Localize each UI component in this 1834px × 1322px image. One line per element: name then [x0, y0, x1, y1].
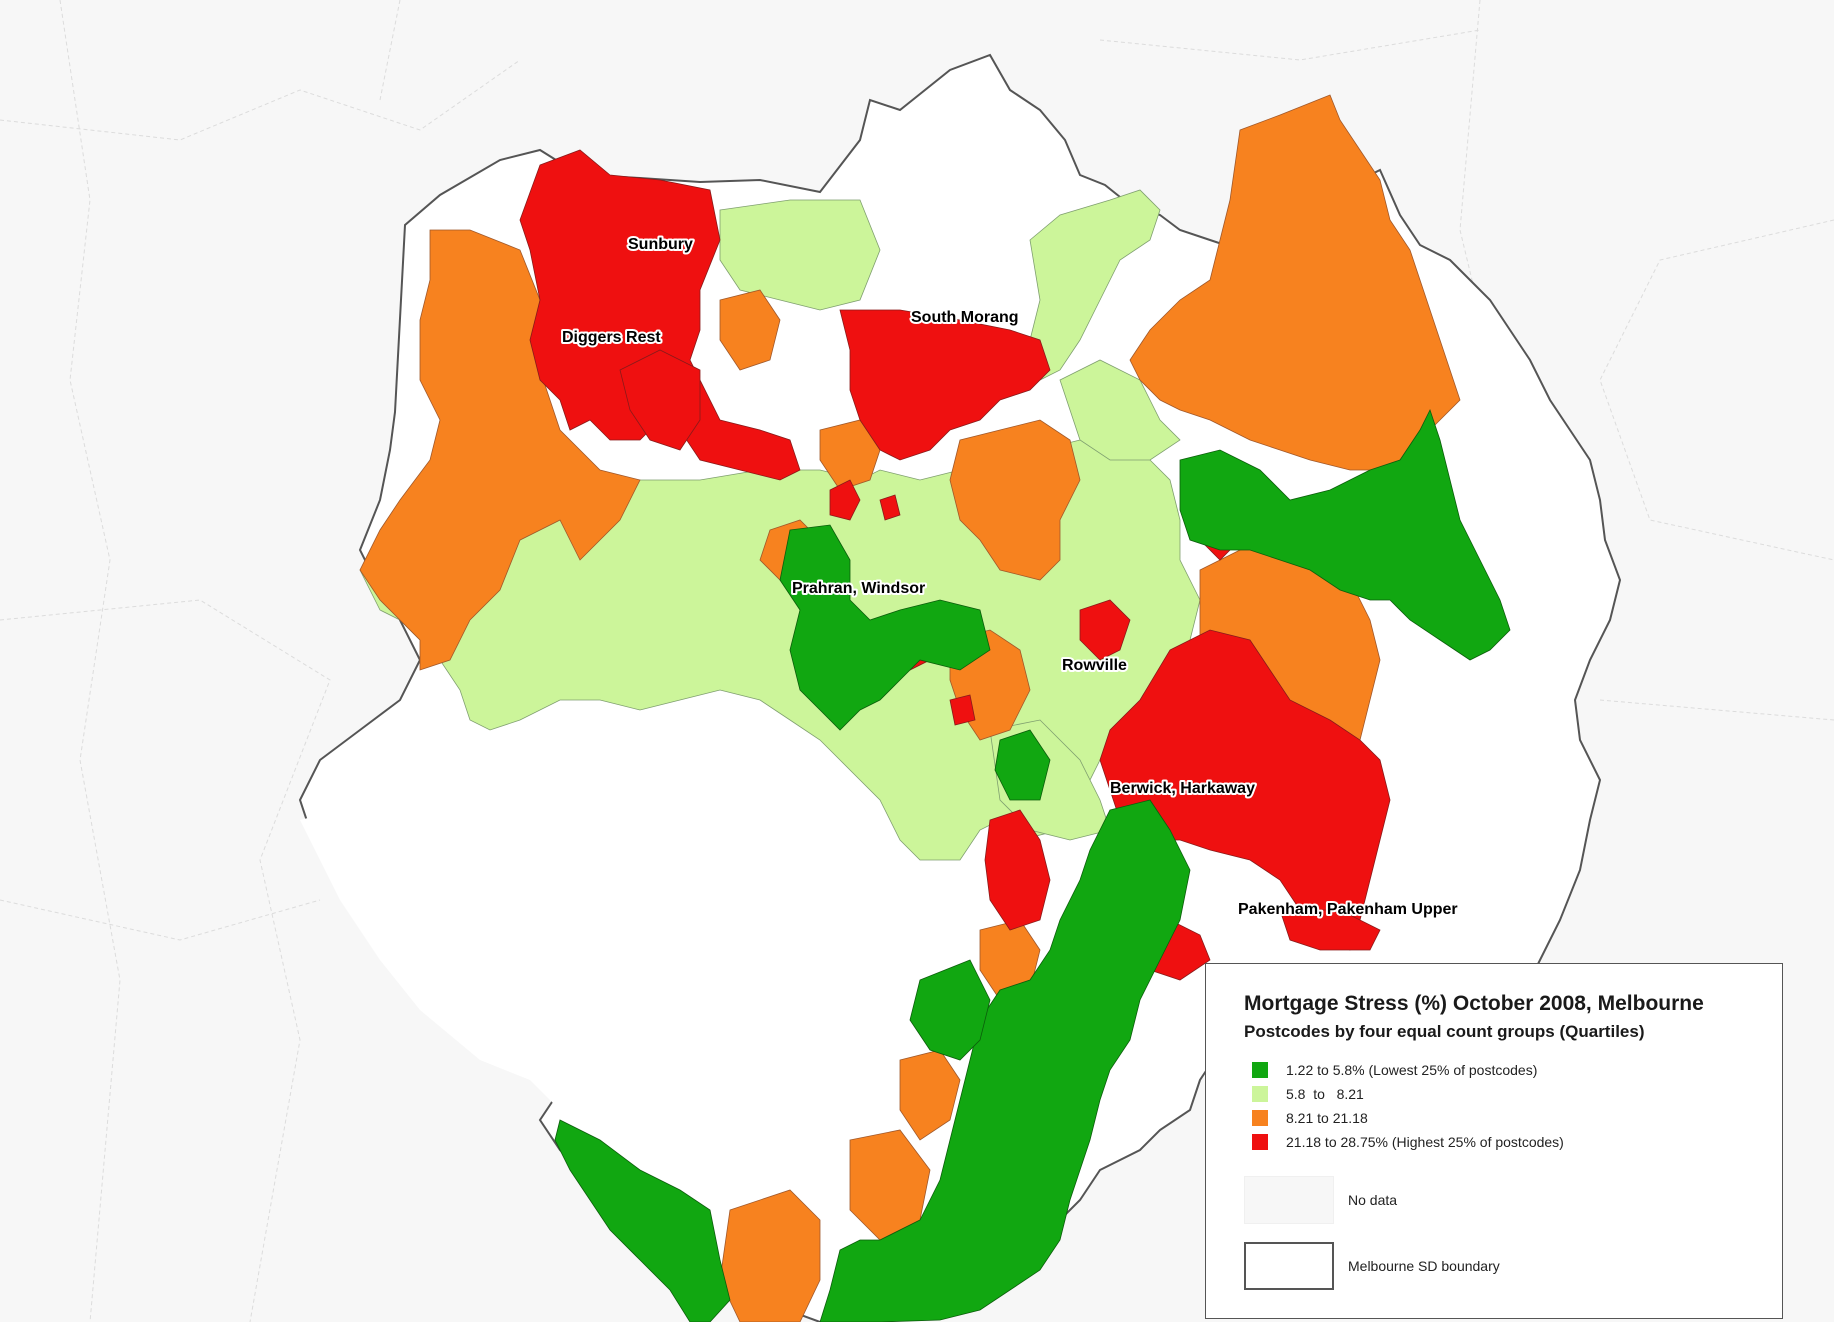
legend-title: Mortgage Stress (%) October 2008, Melbou…	[1244, 992, 1704, 1015]
legend-item-boundary: Melbourne SD boundary	[1244, 1242, 1782, 1290]
swatch-quartile-2	[1252, 1086, 1268, 1102]
map-legend: Mortgage Stress (%) October 2008, Melbou…	[1205, 963, 1783, 1319]
legend-subtitle: Postcodes by four equal count groups (Qu…	[1244, 1022, 1645, 1041]
label-berwick-harkaway: Berwick, Harkaway	[1110, 780, 1255, 797]
legend-item-quartile-1: 1.22 to 5.8% (Lowest 25% of postcodes)	[1244, 1058, 1782, 1082]
label-sunbury: Sunbury	[628, 236, 693, 253]
swatch-boundary	[1244, 1242, 1334, 1290]
label-prahran-windsor: Prahran, Windsor	[792, 580, 925, 597]
legend-item-quartile-4: 21.18 to 28.75% (Highest 25% of postcode…	[1244, 1130, 1782, 1154]
label-diggers-rest: Diggers Rest	[562, 329, 661, 346]
label-rowville: Rowville	[1062, 657, 1127, 674]
swatch-quartile-1	[1252, 1062, 1268, 1078]
swatch-quartile-3	[1252, 1110, 1268, 1126]
legend-item-quartile-3: 8.21 to 21.18	[1244, 1106, 1782, 1130]
swatch-quartile-4	[1252, 1134, 1268, 1150]
legend-label-quartile-3: 8.21 to 21.18	[1286, 1110, 1368, 1126]
quartile-1-areas	[554, 408, 1511, 1322]
legend-label-quartile-2: 5.8 to 8.21	[1286, 1086, 1364, 1102]
legend-item-no-data: No data	[1244, 1176, 1782, 1224]
legend-label-quartile-4: 21.18 to 28.75% (Highest 25% of postcode…	[1286, 1134, 1564, 1150]
legend-label-boundary: Melbourne SD boundary	[1348, 1258, 1500, 1274]
legend-item-quartile-2: 5.8 to 8.21	[1244, 1082, 1782, 1106]
swatch-no-data	[1244, 1176, 1334, 1224]
label-south-morang: South Morang	[911, 309, 1019, 326]
label-pakenham: Pakenham, Pakenham Upper	[1238, 901, 1458, 918]
legend-label-quartile-1: 1.22 to 5.8% (Lowest 25% of postcodes)	[1286, 1062, 1538, 1078]
place-labels: Sunbury Diggers Rest South Morang Prahra…	[560, 234, 1460, 920]
legend-label-no-data: No data	[1348, 1192, 1398, 1208]
